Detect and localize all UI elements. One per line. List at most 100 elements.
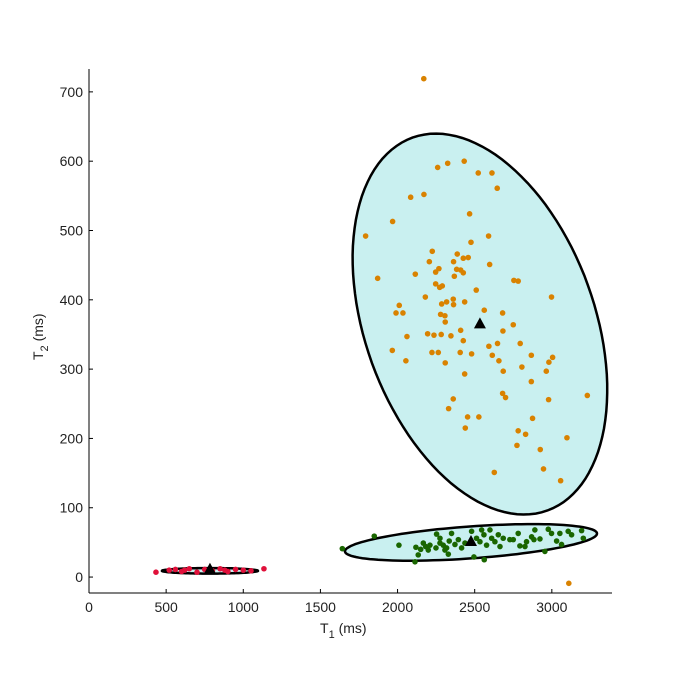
cluster-orange-point: [528, 352, 535, 359]
cluster-orange-point: [486, 343, 492, 350]
cluster-orange-point: [445, 405, 452, 412]
y-tick-label: 300: [60, 361, 84, 377]
cluster-green-point: [413, 544, 419, 551]
y-tick-label: 600: [60, 153, 84, 169]
cluster-green-point: [452, 541, 458, 548]
cluster-orange-point: [548, 294, 555, 300]
cluster-orange-point: [400, 310, 406, 316]
cluster-green-point: [427, 542, 433, 548]
cluster-green-point: [437, 535, 443, 542]
cluster-green-point: [471, 554, 477, 560]
cluster-orange-point: [466, 211, 473, 217]
cluster-green-point: [553, 538, 560, 544]
cluster-green-point: [537, 536, 543, 542]
cluster-green-point: [557, 530, 563, 537]
y-tick-label: 0: [75, 569, 83, 585]
cluster-orange-point: [429, 248, 436, 255]
cluster-orange-point: [514, 442, 520, 449]
cluster-green-point: [517, 543, 523, 549]
cluster-green-point: [477, 538, 483, 545]
cluster-green-point: [433, 531, 440, 537]
cluster-green-point: [433, 545, 439, 551]
cluster-orange-point: [464, 414, 471, 420]
cluster-orange-point: [460, 337, 467, 344]
cluster-green-point: [487, 527, 493, 533]
cluster-red-point: [221, 567, 228, 573]
cluster-red-point: [217, 565, 223, 572]
cluster-green-point: [510, 536, 517, 543]
cluster-orange-point: [476, 414, 482, 420]
cluster-orange-point: [403, 358, 409, 364]
cluster-orange-point: [454, 251, 461, 257]
cluster-green-point: [542, 548, 548, 555]
cluster-red-point: [166, 567, 173, 573]
y-tick-label: 500: [60, 222, 84, 238]
cluster-orange-point: [442, 360, 449, 366]
cluster-orange-point: [465, 254, 472, 261]
cluster-orange-point: [450, 296, 457, 302]
cluster-orange-point: [557, 477, 564, 484]
cluster-orange-point: [450, 396, 457, 402]
cluster-green-point: [442, 547, 448, 553]
cluster-orange-point: [564, 434, 570, 441]
cluster-green-point: [448, 530, 455, 537]
cluster-orange-point: [549, 354, 556, 361]
cluster-orange-point: [439, 283, 446, 289]
cluster-orange-point: [431, 332, 437, 338]
cluster-green-point: [481, 556, 488, 563]
y-tick-label: 100: [60, 500, 84, 516]
cluster-orange-point: [404, 333, 410, 340]
cluster-green-point: [473, 535, 480, 542]
cluster-orange-point: [522, 431, 529, 438]
cluster-green-point: [565, 528, 571, 535]
cluster-green-point: [495, 531, 502, 538]
cluster-orange-point: [436, 265, 442, 272]
cluster-orange-point: [499, 390, 506, 397]
cluster-orange-point: [485, 233, 492, 239]
x-tick-label: 0: [85, 599, 93, 615]
y-ticks: 0 100 200 300 400 500 600 700: [60, 84, 93, 585]
cluster-orange-point: [460, 255, 467, 262]
x-tick-label: 500: [154, 599, 178, 615]
data-points: [153, 75, 591, 587]
cluster-orange-point: [517, 340, 524, 347]
cluster-green-point: [468, 528, 475, 535]
cluster-orange-point: [502, 394, 509, 401]
x-tick-label: 3000: [536, 599, 567, 615]
cluster-orange-point: [500, 368, 507, 375]
cluster-red-point: [172, 566, 179, 573]
cluster-green-point: [458, 545, 465, 551]
cluster-orange-point: [435, 349, 442, 356]
cluster-orange-point: [460, 269, 467, 276]
cluster-orange-point: [432, 281, 439, 287]
cluster-green-point: [580, 535, 587, 542]
cluster-orange-point: [515, 278, 521, 284]
cluster-green-point: [492, 538, 498, 545]
cluster-red-point: [194, 569, 200, 576]
cluster-orange-point: [426, 258, 433, 265]
y-tick-label: 200: [60, 430, 84, 446]
cluster-green-point: [455, 536, 462, 543]
cluster-orange-point: [515, 428, 521, 434]
cluster-orange-point: [511, 277, 517, 284]
cluster-orange-point: [407, 194, 414, 201]
cluster-orange-point: [496, 358, 502, 364]
cluster-orange-point: [457, 349, 463, 356]
cluster-orange-point: [494, 185, 501, 192]
x-axis-label: T1 (ms): [320, 620, 367, 641]
cluster-green-point: [425, 547, 432, 553]
cluster-orange-point: [424, 330, 431, 337]
cluster-orange-point: [448, 333, 454, 339]
cluster-orange-point: [546, 359, 552, 365]
cluster-green-point: [558, 541, 565, 548]
cluster-orange-point: [566, 580, 572, 587]
cluster-orange-point: [486, 261, 493, 268]
cluster-orange-point: [494, 340, 501, 347]
cluster-orange-point: [396, 302, 403, 309]
cluster-orange-point: [362, 233, 369, 239]
x-ticks: 0 500 1000 1500 2000 2500 3000: [85, 589, 568, 615]
cluster-orange-point: [510, 321, 517, 328]
cluster-orange-point: [528, 378, 535, 385]
cluster-green-point: [500, 535, 507, 542]
